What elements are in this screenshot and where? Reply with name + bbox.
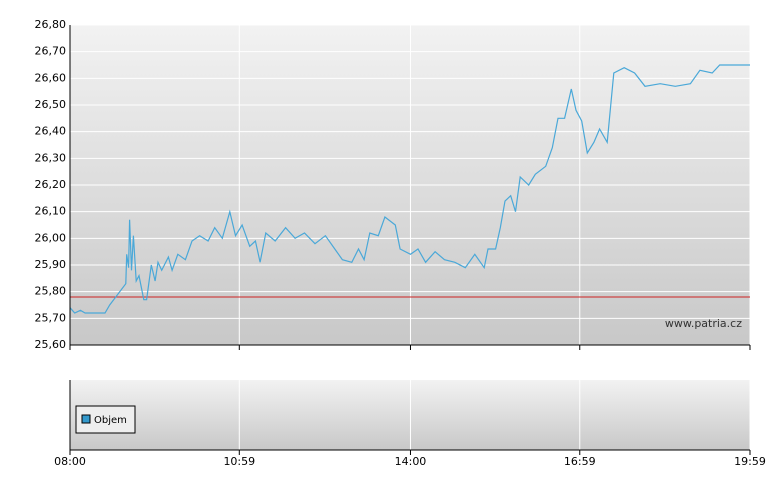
y-tick-label: 26,00 <box>35 231 67 244</box>
y-tick-label: 25,90 <box>35 258 67 271</box>
watermark: www.patria.cz <box>665 317 742 330</box>
x-tick-label: 16:59 <box>564 455 596 468</box>
y-tick-label: 26,10 <box>35 205 67 218</box>
y-tick-label: 26,20 <box>35 178 67 191</box>
y-tick-label: 26,60 <box>35 71 67 84</box>
x-tick-label: 10:59 <box>223 455 255 468</box>
legend-swatch <box>81 414 91 424</box>
y-tick-label: 26,30 <box>35 151 67 164</box>
legend-label: Objem <box>94 415 127 426</box>
x-tick-label: 19:59 <box>734 455 766 468</box>
x-tick-label: 08:00 <box>54 455 86 468</box>
y-tick-label: 26,80 <box>35 18 67 31</box>
y-tick-label: 25,60 <box>35 338 67 351</box>
x-tick-label: 14:00 <box>395 455 427 468</box>
y-tick-label: 26,40 <box>35 125 67 138</box>
y-tick-label: 26,70 <box>35 45 67 58</box>
y-tick-label: 25,80 <box>35 285 67 298</box>
y-tick-label: 26,50 <box>35 98 67 111</box>
price-line <box>69 64 750 314</box>
y-tick-label: 25,70 <box>35 311 67 324</box>
